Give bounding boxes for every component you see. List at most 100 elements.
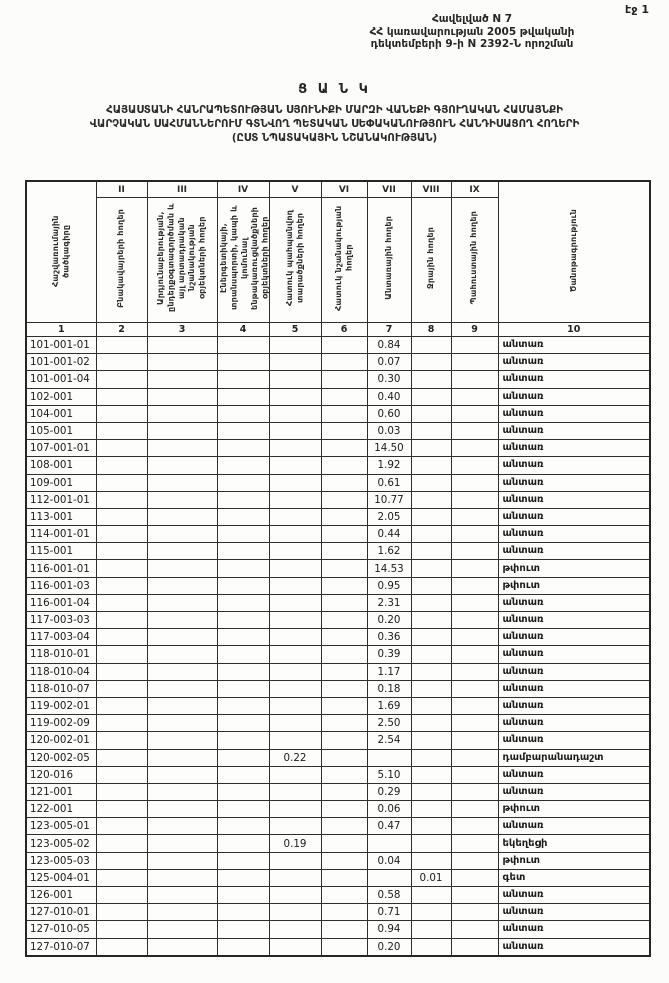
cell-area-value — [268, 525, 322, 544]
cell-area-value — [450, 421, 499, 441]
cell-area-value — [320, 834, 368, 853]
document-subtitle: ՀԱՅԱՍՏԱՆԻ ՀԱՆՐԱՊԵՏՈՒԹՅԱՆ ՍՅՈՒՆԻՔԻ ՄԱՐԶԻ … — [0, 104, 669, 146]
subtitle-line-1: ՀԱՅԱՍՏԱՆԻ ՀԱՆՐԱՊԵՏՈՒԹՅԱՆ ՍՅՈՒՆԻՔԻ ՄԱՐԶԻ … — [106, 105, 563, 116]
cell-area-value — [216, 679, 270, 698]
cell-area-value: 0.30 — [366, 370, 412, 389]
cell-parcel-code: 119-002-01 — [25, 696, 97, 716]
roman-IV: IV — [216, 180, 270, 198]
cell-area-value — [320, 885, 368, 905]
header-energy-transport-lands: Էներգետիկայի, տրանսպորտի, կապի և կոմունա… — [216, 197, 270, 323]
cell-area-value — [216, 851, 270, 870]
cell-note: գետ — [497, 868, 651, 888]
cell-area-value — [216, 885, 270, 905]
cell-area-value — [95, 473, 148, 492]
cell-parcel-code: 123-005-02 — [25, 834, 97, 853]
cell-note: թփուտ — [497, 800, 651, 819]
cell-area-value — [410, 645, 452, 664]
cell-parcel-code: 117-003-03 — [25, 610, 97, 630]
cell-area-value — [146, 696, 218, 716]
header-note: Ծանոթագրություն — [497, 180, 651, 323]
cell-note: անտառ — [497, 903, 651, 922]
appendix-line: Հավելված N 7 — [431, 13, 513, 25]
table-row: 115-001 1.62 անտառ — [25, 542, 651, 561]
cell-area-value: 0.22 — [268, 748, 322, 767]
cell-area-value — [146, 765, 218, 784]
cell-area-value — [366, 868, 412, 888]
col-num-4: 4 — [216, 322, 270, 337]
col-num-5: 5 — [268, 322, 322, 337]
cell-area-value — [268, 714, 322, 733]
cell-note: թփուտ — [497, 559, 651, 578]
cell-area-value — [268, 335, 322, 355]
cell-area-value — [146, 576, 218, 595]
cell-area-value — [320, 645, 368, 664]
cell-area-value — [450, 696, 499, 716]
cell-parcel-code: 118-010-01 — [25, 645, 97, 664]
cell-parcel-code: 117-003-04 — [25, 628, 97, 647]
cell-area-value — [146, 473, 218, 492]
cell-parcel-code: 127-010-01 — [25, 903, 97, 922]
cell-note: անտառ — [497, 610, 651, 630]
cell-area-value — [450, 335, 499, 355]
cell-area-value — [95, 628, 148, 647]
table-header: Հաշվառումային ծածկագիրը II III IV V VI V… — [25, 180, 651, 337]
cell-area-value — [320, 353, 368, 372]
cell-area-value — [216, 714, 270, 733]
cell-note: անտառ — [497, 370, 651, 389]
cell-area-value — [216, 628, 270, 647]
cell-area-value — [95, 937, 148, 957]
cell-area-value — [268, 404, 322, 423]
cell-area-value — [146, 748, 218, 767]
roman-VIII: VIII — [410, 180, 452, 198]
cell-parcel-code: 121-001 — [25, 782, 97, 802]
cell-area-value — [450, 610, 499, 630]
cell-area-value — [450, 473, 499, 492]
cell-area-value: 0.84 — [366, 335, 412, 355]
cell-area-value: 2.50 — [366, 714, 412, 733]
cell-area-value — [320, 696, 368, 716]
cell-note: անտառ — [497, 662, 651, 681]
cell-area-value — [268, 765, 322, 784]
table-row: 122-001 0.06 թփուտ — [25, 800, 651, 819]
cell-area-value — [146, 507, 218, 527]
cell-area-value — [268, 559, 322, 578]
cell-area-value — [450, 868, 499, 888]
cell-area-value — [146, 937, 218, 957]
cell-parcel-code: 127-010-07 — [25, 937, 97, 957]
cell-note: անտառ — [497, 731, 651, 750]
table-row: 108-001 1.92 անտառ — [25, 456, 651, 475]
cell-area-value — [410, 885, 452, 905]
cell-area-value — [268, 800, 322, 819]
table-row: 104-001 0.60 անտառ — [25, 404, 651, 423]
cell-area-value — [216, 370, 270, 389]
cell-area-value — [268, 696, 322, 716]
table-row: 118-010-01 0.39 անտառ — [25, 645, 651, 664]
cell-note: անտառ — [497, 404, 651, 423]
roman-II: II — [95, 180, 148, 198]
cell-area-value — [450, 490, 499, 509]
cell-area-value: 0.19 — [268, 834, 322, 853]
cell-area-value — [95, 765, 148, 784]
cell-area-value — [95, 507, 148, 527]
cell-area-value — [95, 731, 148, 750]
cell-area-value — [320, 404, 368, 423]
cell-area-value: 0.18 — [366, 679, 412, 698]
cell-area-value: 0.44 — [366, 525, 412, 544]
cell-area-value: 1.62 — [366, 542, 412, 561]
cell-area-value — [320, 800, 368, 819]
cell-area-value — [450, 765, 499, 784]
cell-area-value — [450, 937, 499, 957]
cell-area-value: 10.77 — [366, 490, 412, 509]
cell-area-value — [95, 525, 148, 544]
cell-area-value: 0.95 — [366, 576, 412, 595]
cell-area-value — [268, 662, 322, 681]
cell-area-value — [216, 731, 270, 750]
cell-area-value — [268, 817, 322, 836]
table-row: 116-001-01 14.53 թփուտ — [25, 559, 651, 578]
cell-parcel-code: 120-002-05 — [25, 748, 97, 767]
cell-area-value — [268, 439, 322, 458]
cell-area-value — [410, 662, 452, 681]
cell-note: անտառ — [497, 765, 651, 784]
cell-area-value — [268, 679, 322, 698]
cell-area-value: 0.58 — [366, 885, 412, 905]
